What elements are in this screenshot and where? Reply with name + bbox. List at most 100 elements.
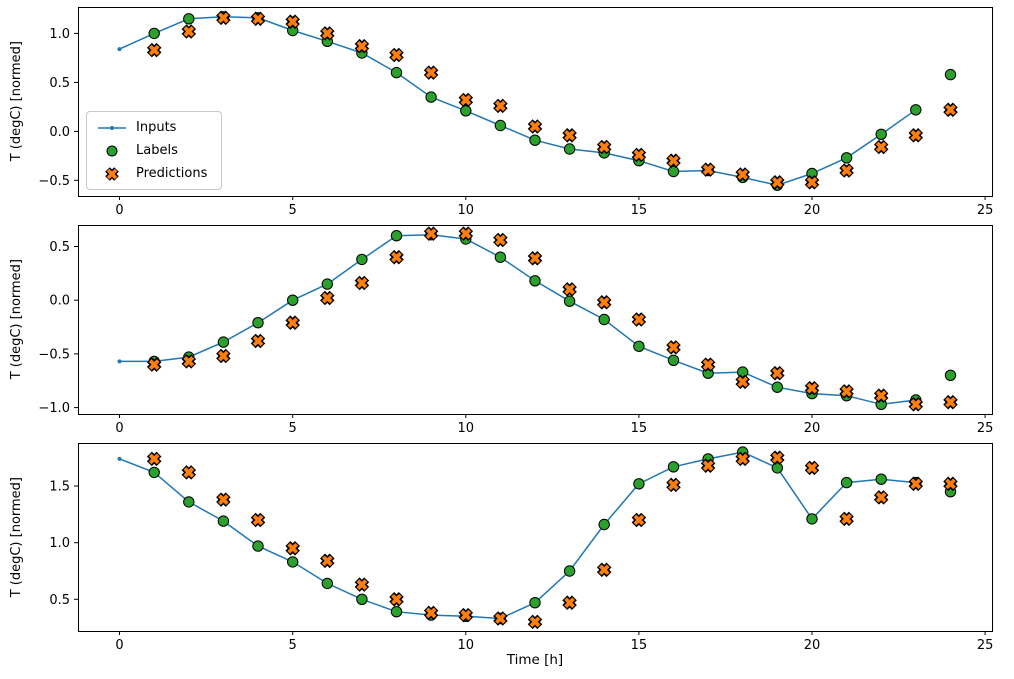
predictions-point xyxy=(631,512,647,528)
y-axis-label-text: T (degC) [normed] xyxy=(8,476,24,598)
predictions-point xyxy=(943,476,958,492)
labels-point xyxy=(321,278,333,290)
labels-point xyxy=(633,340,645,352)
labels-point xyxy=(910,104,922,116)
x-tick-label: 0 xyxy=(115,638,123,653)
labels-point xyxy=(321,577,333,590)
inputs-point xyxy=(117,456,122,461)
legend: Inputs Labels Predictions xyxy=(86,111,223,190)
inputs-point xyxy=(117,47,122,52)
predictions-point xyxy=(423,65,439,80)
labels-point xyxy=(840,152,853,164)
predictions-point xyxy=(389,592,404,607)
x-tick-label: 5 xyxy=(289,638,297,653)
labels-point xyxy=(563,295,576,307)
predictions-point xyxy=(181,24,197,39)
x-tick-label: 10 xyxy=(458,203,475,218)
predictions-point xyxy=(216,492,231,507)
predictions-point xyxy=(631,147,647,163)
predictions-point xyxy=(804,175,820,190)
x-tick-label: 25 xyxy=(977,203,994,218)
predictions-point xyxy=(389,249,404,265)
y-axis-label-top: T (degC) [normed] xyxy=(6,7,26,196)
labels-point xyxy=(217,336,230,348)
predictions-point xyxy=(700,357,716,372)
predictions-point xyxy=(250,512,266,528)
predictions-point xyxy=(596,139,612,155)
labels-point xyxy=(252,317,264,329)
labels-point xyxy=(390,66,403,79)
predictions-point xyxy=(216,348,231,364)
labels-point xyxy=(183,496,195,508)
predictions-point xyxy=(493,232,508,248)
labels-point xyxy=(494,119,507,132)
predictions-point xyxy=(423,605,439,621)
subplot: 0 5 10 15 20 25 0.5 1.0 1.5 xyxy=(49,443,993,653)
predictions-point xyxy=(320,26,335,41)
predictions-point xyxy=(458,92,474,108)
y-tick-label: −0.5 xyxy=(38,174,70,189)
labels-point xyxy=(667,165,680,178)
predictions-point xyxy=(839,511,854,527)
labels-point xyxy=(737,366,749,378)
labels-point xyxy=(529,134,541,146)
predictions-point xyxy=(839,384,854,399)
axes-frame xyxy=(78,7,993,197)
predictions-point xyxy=(631,312,647,327)
x-tick-label: 5 xyxy=(289,203,297,218)
predictions-point xyxy=(493,98,508,114)
predictions-point xyxy=(146,357,162,372)
labels-point xyxy=(390,606,403,618)
labels-point xyxy=(840,476,853,489)
predictions-point xyxy=(735,374,750,390)
inputs-line xyxy=(119,233,916,406)
inputs-line xyxy=(119,451,916,620)
predictions-point xyxy=(181,354,197,369)
y-tick-label: 1.0 xyxy=(49,27,70,42)
predictions-point xyxy=(527,251,543,266)
line-dot-marker-icon xyxy=(97,121,127,135)
y-tick-label: −1.0 xyxy=(38,401,70,416)
y-tick-label: 0.0 xyxy=(49,294,70,309)
axes-frame xyxy=(78,225,993,415)
predictions-point xyxy=(146,451,162,467)
x-axis-label: Time [h] xyxy=(506,652,564,668)
labels-point xyxy=(148,466,160,479)
predictions-point xyxy=(908,128,924,143)
predictions-point xyxy=(596,562,612,578)
y-axis-label-bottom: T (degC) [normed] xyxy=(6,443,26,631)
predictions-point xyxy=(943,394,958,410)
predictions-point xyxy=(943,102,958,118)
x-marker-icon xyxy=(97,166,127,181)
y-tick-label: 0.0 xyxy=(49,125,70,140)
legend-label: Labels xyxy=(136,143,178,158)
predictions-point xyxy=(493,611,508,626)
labels-point xyxy=(460,105,472,117)
predictions-point xyxy=(423,226,439,241)
x-tick-label: 20 xyxy=(804,421,821,436)
inputs-point xyxy=(117,359,122,364)
legend-item-labels: Labels xyxy=(97,143,207,158)
predictions-point xyxy=(285,14,300,29)
predictions-point xyxy=(527,614,543,630)
legend-label: Predictions xyxy=(136,166,208,181)
predictions-point xyxy=(354,275,370,291)
predictions-point xyxy=(666,153,681,168)
subplot: 0 5 10 15 20 25 −0.5 0.0 0.5 1.0 xyxy=(38,7,994,218)
axes-frame xyxy=(78,443,993,632)
y-axis-label-text: T (degC) [normed] xyxy=(8,41,24,162)
subplot: 0 5 10 15 20 25 −1.0 −0.5 0.0 0.5 xyxy=(38,225,993,436)
y-tick-label: −0.5 xyxy=(38,347,70,362)
predictions-point xyxy=(700,458,716,473)
y-tick-label: 0.5 xyxy=(49,593,70,608)
labels-point xyxy=(806,513,818,525)
labels-point xyxy=(183,13,195,25)
predictions-point xyxy=(839,163,854,178)
x-tick-label: 20 xyxy=(804,203,821,218)
labels-point xyxy=(875,128,887,141)
labels-point xyxy=(771,381,783,393)
x-tick-label: 15 xyxy=(631,421,648,436)
labels-point xyxy=(667,354,680,366)
y-axis-label-middle: T (degC) [normed] xyxy=(6,225,26,414)
